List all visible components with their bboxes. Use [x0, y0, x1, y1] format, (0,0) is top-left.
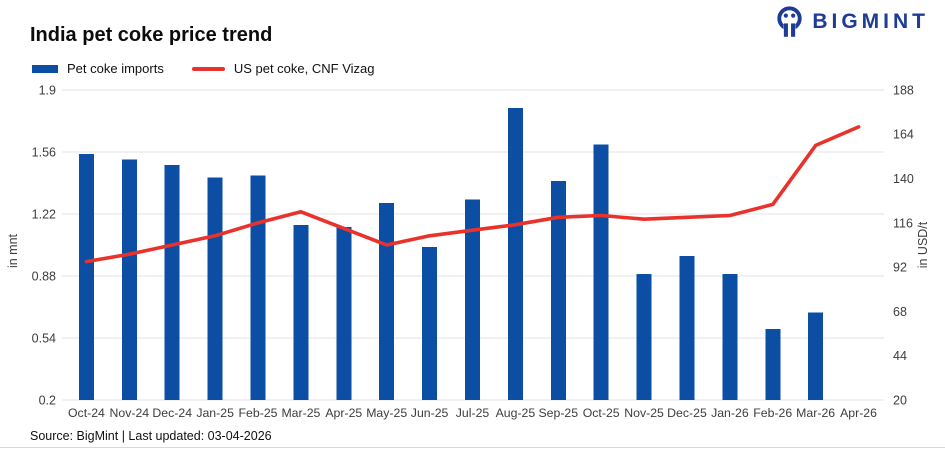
- left-axis-tick: 0.2: [39, 393, 56, 407]
- x-axis-label: Sep-25: [538, 406, 578, 420]
- bar-Jun-25: [422, 246, 438, 400]
- x-axis-label: Jul-25: [456, 406, 490, 420]
- bar-Mar-26: [808, 312, 824, 400]
- bar-May-25: [379, 203, 395, 400]
- bar-Oct-25: [593, 144, 609, 400]
- right-axis-tick: 164: [893, 128, 914, 142]
- right-axis-tick: 68: [893, 305, 907, 319]
- legend-label-imports: Pet coke imports: [67, 61, 164, 76]
- right-axis-tick: 188: [893, 83, 914, 97]
- left-axis-tick: 1.56: [32, 145, 56, 159]
- source-note: Source: BigMint | Last updated: 03-04-20…: [30, 429, 272, 443]
- right-axis-tick: 20: [893, 393, 907, 407]
- right-axis-tick: 116: [893, 216, 913, 230]
- left-axis-tick: 1.22: [32, 207, 56, 221]
- bar-Jul-25: [465, 199, 480, 400]
- price-line: [84, 125, 861, 264]
- legend-swatch-bar: [32, 64, 58, 73]
- left-axis-tick: 0.88: [32, 269, 56, 283]
- bigmint-logo: BIGMINT: [774, 5, 929, 39]
- x-axis-label: Feb-26: [753, 406, 792, 420]
- bar-Feb-26: [765, 328, 781, 400]
- right-axis-tick: 140: [893, 172, 914, 186]
- x-axis-label: Dec-24: [152, 406, 192, 420]
- bar-Jan-26: [722, 274, 738, 400]
- bar-Dec-24: [164, 164, 180, 400]
- bigmint-logo-icon: [777, 6, 802, 37]
- legend-item-imports: Pet coke imports: [32, 61, 164, 76]
- x-axis-label: Mar-26: [796, 406, 835, 420]
- x-axis-label: Nov-24: [110, 406, 150, 420]
- right-axis-tick: 92: [893, 261, 907, 275]
- x-axis-label: Feb-25: [239, 406, 278, 420]
- right-axis-title: in USD/t: [916, 221, 930, 269]
- x-axis-label: Oct-24: [68, 406, 105, 420]
- x-axis-label: Apr-26: [840, 406, 877, 420]
- bar-Nov-24: [121, 159, 137, 400]
- bar-Sep-25: [550, 181, 566, 400]
- bar-Aug-25: [507, 108, 523, 400]
- x-axis-label: Mar-25: [281, 406, 320, 420]
- bigmint-logo-text: BIGMINT: [812, 10, 929, 33]
- x-axis-label: Jun-25: [411, 406, 449, 420]
- legend-label-price: US pet coke, CNF Vizag: [233, 61, 375, 76]
- left-axis-tick: 1.9: [39, 83, 56, 97]
- bar-Feb-25: [250, 175, 266, 400]
- price-trend-chart: 1.9 1.56 1.22 0.88 0.54 0.2 188 164 140 116 92 68 44…: [32, 83, 914, 420]
- x-axis-label: Nov-25: [624, 406, 664, 420]
- page-title: India pet coke price trend: [30, 24, 273, 46]
- bottom-divider: [0, 447, 945, 448]
- x-axis-label: Aug-25: [496, 406, 536, 420]
- x-axis-label: Dec-25: [667, 406, 707, 420]
- x-axis-label: Jan-25: [196, 406, 234, 420]
- x-axis-label: May-25: [366, 406, 407, 420]
- bar-Apr-25: [336, 226, 352, 400]
- legend-item-price: US pet coke, CNF Vizag: [191, 61, 375, 76]
- bar-Oct-24: [78, 153, 94, 400]
- x-axis-label: Oct-25: [583, 406, 620, 420]
- legend-swatch-line: [191, 66, 225, 71]
- bar-Mar-25: [293, 224, 309, 400]
- bar-Dec-25: [679, 255, 695, 400]
- x-axis-label: Jan-26: [711, 406, 749, 420]
- x-axis-label: Apr-25: [325, 406, 362, 420]
- legend: Pet coke imports US pet coke, CNF Vizag: [32, 61, 374, 76]
- right-axis-tick: 44: [893, 349, 907, 363]
- bar-Jan-25: [207, 177, 223, 400]
- left-axis-tick: 0.54: [32, 331, 56, 345]
- bar-Nov-25: [636, 274, 652, 400]
- chart-area: 1.9 1.56 1.22 0.88 0.54 0.2 188 164 140 116 92 68 44…: [0, 80, 945, 430]
- left-axis-title: in mnt: [6, 233, 20, 269]
